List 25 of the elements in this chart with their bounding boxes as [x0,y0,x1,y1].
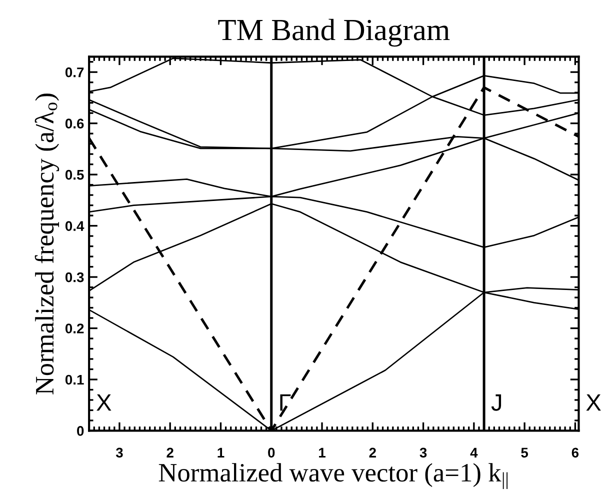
x-tick-label: 4 [470,448,478,458]
ref-line-label: J [491,394,502,411]
x-tick-label: 5 [521,448,528,458]
x-tick-label: 1 [218,448,224,458]
x-tick-label: 1 [319,448,326,458]
y-tick-label: 0 [77,426,84,436]
chart-title: TM Band Diagram [218,18,450,47]
x-tick-label: 3 [116,448,123,458]
x-tick-label: 2 [166,448,174,458]
x-axis-title: Normalized wave vector (a=1) k$_{||}$ [158,463,508,490]
y-tick-label: 0.6 [65,118,84,128]
y-tick-label: 0.7 [65,67,84,78]
ref-line-label: Γ [280,394,291,411]
annotation: X [96,394,112,411]
x-tick-label: 3 [420,448,427,458]
x-tick-label: 0 [268,448,275,458]
y-tick-label: 0.1 [65,374,84,385]
y-axis-title: Normalized frequency (a/λ$_{o}$) [34,94,60,394]
x-tick-label: 2 [369,448,376,458]
y-tick-label: 0.5 [65,170,84,180]
y-tick-label: 0.3 [65,272,84,282]
text: X [586,394,601,411]
y-tick-label: 0.2 [65,324,84,334]
x-tick-label: 6 [572,448,579,458]
y-tick-label: 0.4 [65,221,84,231]
